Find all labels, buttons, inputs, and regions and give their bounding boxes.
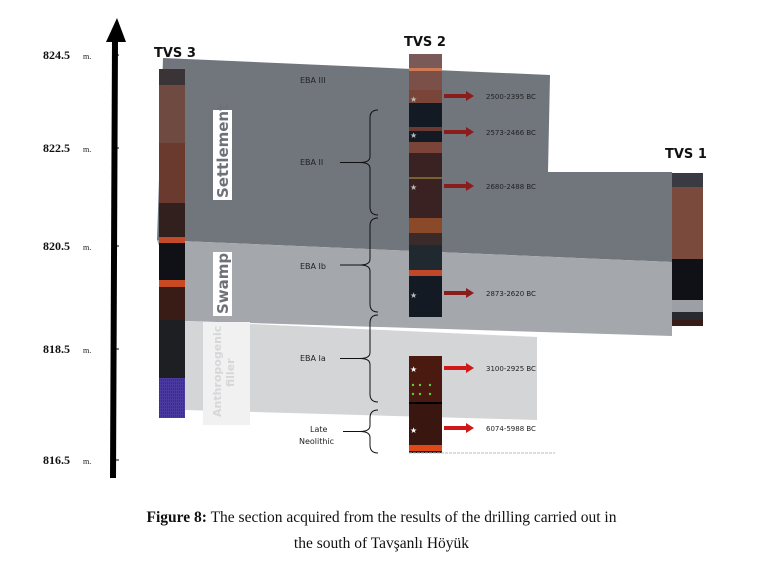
core-layer (409, 131, 442, 142)
period-label-eba1a: EBA Ia (300, 354, 326, 363)
radiocarbon-date-label: 6074-5988 BC (486, 425, 536, 433)
axis-tick-unit: m. (83, 346, 91, 355)
core-layer (159, 203, 185, 237)
core-tvs2-column: ★ ★ ★ ★ ★ ★ (409, 54, 442, 453)
core-layer (409, 153, 442, 218)
core-layer (409, 218, 442, 233)
radiocarbon-date-label: 2873-2620 BC (486, 290, 536, 298)
core-layer (409, 276, 442, 317)
elevation-axis: 824.5 m. 822.5 m. 820.5 m. 818.5 m. 816.5 m. (43, 18, 126, 479)
core-layer (672, 173, 703, 187)
core-layer (409, 451, 442, 453)
figure-caption-label: Figure 8: (146, 509, 207, 526)
core-layer (159, 237, 185, 243)
radiocarbon-date-label: 2500-2395 BC (486, 93, 536, 101)
zone-label-swamp: Swamp (214, 253, 232, 314)
zone-label-filler: filler (224, 358, 237, 387)
core-layer (409, 404, 442, 445)
axis-tick-unit: m. (83, 145, 91, 154)
core-label-tvs1: TVS 1 (665, 147, 707, 162)
core-layer (672, 300, 703, 312)
core-layer (409, 445, 442, 451)
core-layer (409, 127, 442, 131)
axis-tick-unit: m. (83, 457, 91, 466)
core-layer (409, 90, 442, 103)
axis-tick-label: 824.5 (43, 48, 70, 62)
core-layer (672, 187, 703, 259)
axis-tick-label: 818.5 (43, 342, 70, 356)
core-layer (159, 287, 185, 320)
core-layer (159, 85, 185, 143)
figure-caption-text: The section acquired from the results of… (210, 509, 617, 526)
core-layer (409, 233, 442, 245)
core-layer (159, 243, 185, 280)
core-layer (409, 142, 442, 153)
core-layer (672, 259, 703, 300)
axis-tick-unit: m. (83, 52, 91, 61)
radiocarbon-date-label: 2680-2488 BC (486, 183, 536, 191)
svg-text:★: ★ (410, 426, 417, 435)
core-layer (672, 320, 703, 326)
core-tvs3-column (159, 69, 185, 418)
svg-text:★: ★ (410, 95, 417, 104)
core-layer (409, 270, 442, 276)
axis-tick-label: 820.5 (43, 239, 70, 253)
anthropogenic-filler-band (185, 321, 537, 420)
svg-text:★: ★ (410, 183, 417, 192)
core-layer (409, 356, 442, 402)
figure-caption-line2: the south of Tavşanlı Höyük (293, 535, 470, 552)
radiocarbon-date-arrow (444, 91, 474, 101)
period-label-neolithic: Neolithic (299, 437, 334, 446)
svg-text:★: ★ (410, 291, 417, 300)
core-layer (409, 103, 442, 127)
axis-tick-unit: m. (83, 243, 91, 252)
core-layer (672, 312, 703, 320)
anthropogenic-filler-label-box (203, 322, 250, 425)
figure-caption-line1: Figure 8: The section acquired from the … (0, 509, 763, 527)
axis-tick-label: 822.5 (43, 141, 70, 155)
core-layer (409, 54, 442, 68)
core-layer (159, 320, 185, 378)
svg-text:★: ★ (410, 131, 417, 140)
core-layer (409, 245, 442, 270)
radiocarbon-date-arrow (444, 363, 474, 373)
core-label-tvs2: TVS 2 (404, 35, 446, 50)
radiocarbon-date-arrow (444, 423, 474, 433)
core-label-tvs3: TVS 3 (154, 46, 196, 61)
zone-label-settlement: Settlement (214, 104, 232, 198)
period-label-eba2: EBA II (300, 158, 323, 167)
zone-label-anthropogenic: Anthropogenic (211, 326, 224, 417)
core-tvs1-column (672, 173, 703, 326)
radiocarbon-date-label: 3100-2925 BC (486, 365, 536, 373)
radiocarbon-date-arrow (444, 181, 474, 191)
radiocarbon-date-arrow (444, 127, 474, 137)
core-layer (159, 143, 185, 203)
radiocarbon-date-label: 2573-2466 BC (486, 129, 536, 137)
axis-tick-label: 816.5 (43, 453, 70, 467)
stratigraphic-section-diagram: 824.5 m.822.5 m.820.5 m.818.5 m.816.5 m. ★★★★… (43, 18, 707, 479)
svg-text:★: ★ (410, 365, 417, 374)
radiocarbon-date-arrow (444, 288, 474, 298)
period-braces (340, 109, 379, 454)
core-layer (409, 71, 442, 90)
core-layer (409, 68, 442, 71)
period-label-eba1b: EBA Ib (300, 262, 326, 271)
core-layer (159, 280, 185, 287)
core-layer (409, 402, 442, 404)
core-layer (159, 69, 185, 85)
period-label-eba3: EBA III (300, 76, 326, 85)
period-label-late: Late (310, 425, 327, 434)
